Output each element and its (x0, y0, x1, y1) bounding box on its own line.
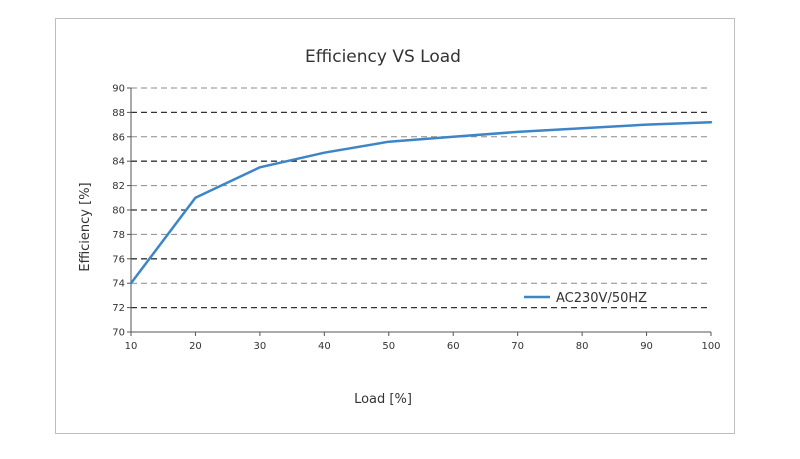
x-tick-label: 50 (382, 341, 395, 352)
x-tick-label: 60 (447, 341, 460, 352)
y-tick-label: 84 (112, 157, 125, 168)
x-tick-label: 80 (576, 341, 589, 352)
series-line (129, 120, 713, 285)
legend: AC230V/50HZ (524, 291, 647, 306)
y-tick-label: 72 (112, 303, 125, 314)
chart-frame: Efficiency VS Load 70 72 74 76 78 80 82 84 86 88 9… (55, 18, 735, 434)
x-tick-label: 90 (640, 341, 653, 352)
y-tick-labels: 70 72 74 76 78 80 82 84 86 88 90 (112, 84, 125, 339)
y-axis-label: Efficiency [%] (78, 182, 93, 271)
y-tick-label: 80 (112, 206, 125, 217)
x-tick-label: 100 (701, 341, 720, 352)
x-tick-label: 70 (511, 341, 524, 352)
axes (130, 88, 712, 336)
y-tick-label: 70 (112, 328, 125, 339)
y-tick-label: 74 (112, 279, 125, 290)
x-tick-label: 20 (189, 341, 202, 352)
legend-label: AC230V/50HZ (556, 291, 647, 306)
x-tick-label: 30 (254, 341, 267, 352)
y-tick-label: 78 (112, 230, 125, 241)
x-tick-label: 40 (318, 341, 331, 352)
y-tick-label: 76 (112, 254, 125, 265)
y-tick-label: 90 (112, 84, 125, 95)
grid-lines (127, 87, 711, 333)
y-tick-label: 86 (112, 132, 125, 143)
efficiency-chart: Efficiency VS Load 70 72 74 76 78 80 82 84 86 88 9… (78, 47, 721, 407)
y-tick-label: 88 (112, 108, 125, 119)
y-tick-label: 82 (112, 181, 125, 192)
x-axis-label: Load [%] (354, 392, 412, 407)
x-tick-labels: 10 20 30 40 50 60 70 80 90 100 (125, 341, 721, 352)
series-layer (129, 120, 713, 285)
x-tick-label: 10 (125, 341, 138, 352)
chart-title: Efficiency VS Load (305, 47, 461, 67)
